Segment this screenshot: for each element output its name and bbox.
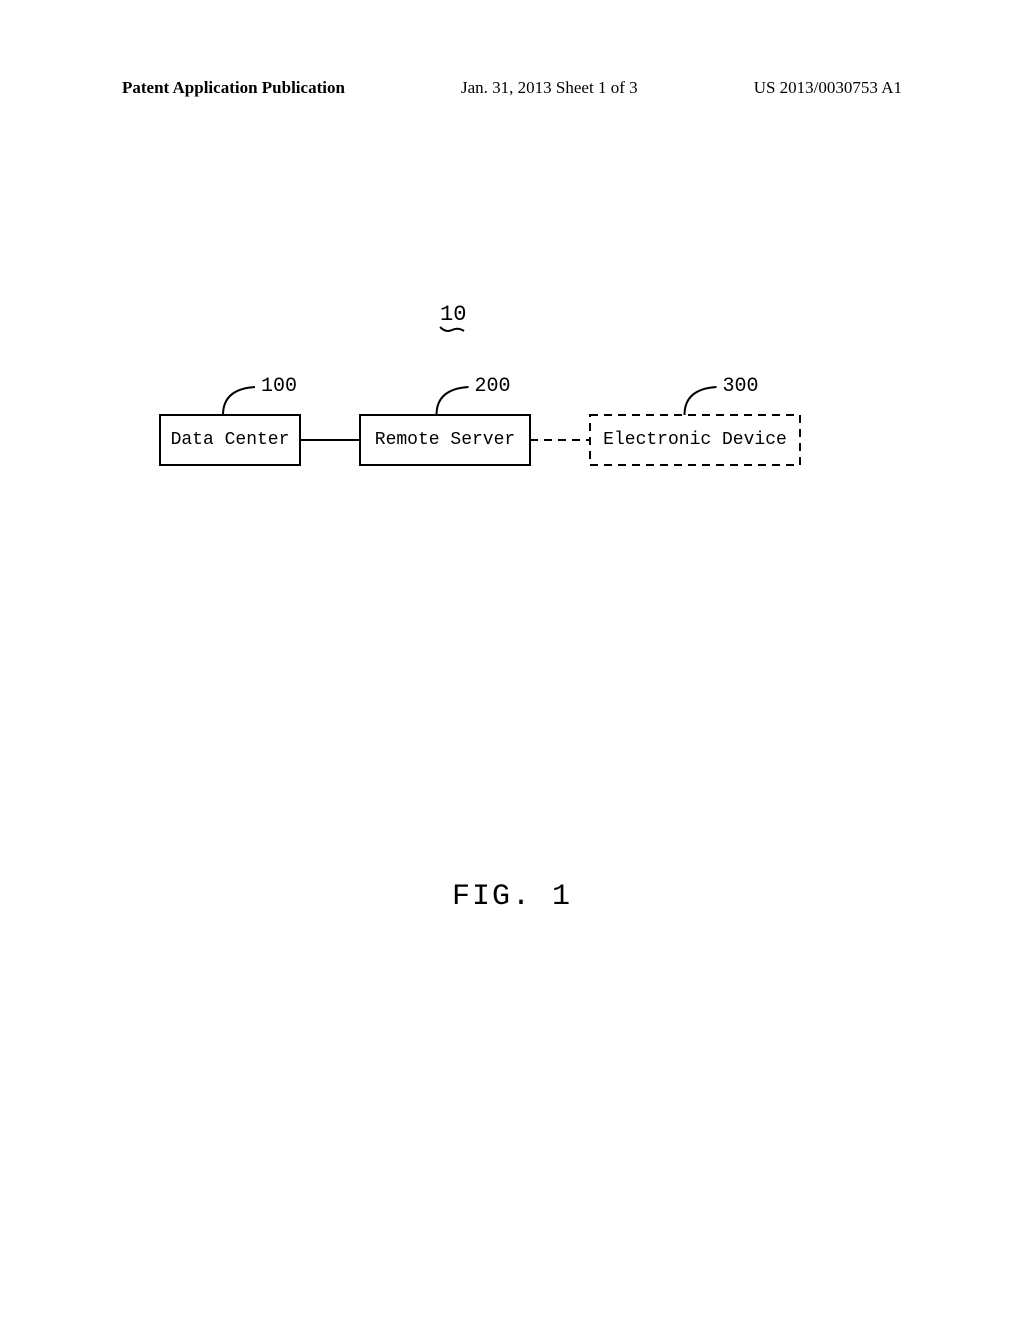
block-data-center: Data Center 100: [160, 375, 300, 465]
lead-line-electronic-device: [685, 387, 717, 415]
header-patent-number: US 2013/0030753 A1: [754, 78, 902, 98]
block-label-remote-server: Remote Server: [375, 430, 515, 450]
block-ref-data-center: 100: [261, 375, 297, 398]
diagram-svg: Data Center 100 Remote Server 200 Electronic…: [150, 360, 870, 510]
patent-page: Patent Application Publication Jan. 31, …: [0, 0, 1024, 1320]
header-publication: Patent Application Publication: [122, 78, 345, 98]
lead-line-data-center: [223, 387, 255, 415]
block-label-electronic-device: Electronic Device: [603, 430, 787, 450]
figure-label: FIG. 1: [0, 880, 1024, 914]
system-reference-number: 10: [440, 302, 466, 327]
block-remote-server: Remote Server 200: [360, 375, 530, 465]
block-label-data-center: Data Center: [171, 430, 290, 450]
lead-line-remote-server: [437, 387, 469, 415]
header-date-sheet: Jan. 31, 2013 Sheet 1 of 3: [461, 78, 638, 98]
system-ref-underline-icon: [438, 325, 466, 335]
block-ref-electronic-device: 300: [723, 375, 759, 398]
header-inner: Patent Application Publication Jan. 31, …: [122, 78, 902, 98]
page-header: Patent Application Publication Jan. 31, …: [0, 78, 1024, 98]
block-electronic-device: Electronic Device 300: [590, 375, 800, 465]
block-ref-remote-server: 200: [475, 375, 511, 398]
